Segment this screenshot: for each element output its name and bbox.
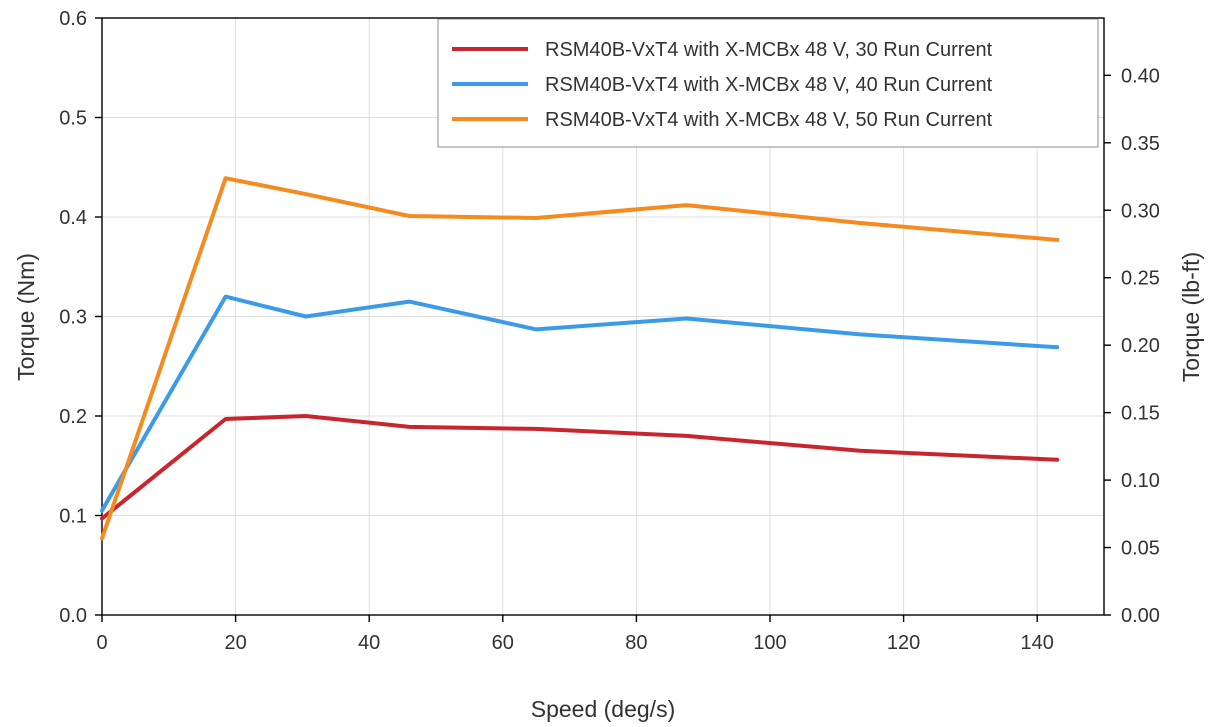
- x-tick-label: 20: [224, 632, 246, 654]
- y2-tick-label: 0.15: [1121, 403, 1160, 425]
- y-tick-label: 0.0: [59, 605, 87, 627]
- x-tick-label: 80: [625, 632, 647, 654]
- x-tick-label: 60: [492, 632, 514, 654]
- x-tick-label: 40: [358, 632, 380, 654]
- y2-tick-label: 0.40: [1121, 65, 1160, 87]
- y2-tick-label: 0.20: [1121, 335, 1160, 357]
- x-tick-label: 0: [96, 632, 107, 654]
- y-tick-label: 0.4: [59, 207, 87, 229]
- legend: RSM40B-VxT4 with X-MCBx 48 V, 30 Run Cur…: [437, 18, 1099, 148]
- y2-tick-label: 0.00: [1121, 605, 1160, 627]
- y2-tick-label: 0.35: [1121, 133, 1160, 155]
- y-tick-label: 0.3: [59, 307, 87, 329]
- y-tick-label: 0.2: [59, 406, 87, 428]
- y2-tick-label: 0.10: [1121, 470, 1160, 492]
- y-axis-ticks: 0.0 0.1 0.2 0.3 0.4 0.5 0.6: [59, 8, 102, 627]
- legend-label-3: RSM40B-VxT4 with X-MCBx 48 V, 50 Run Cur…: [545, 109, 993, 131]
- series-lines: [100, 176, 1060, 541]
- x-tick-label: 100: [753, 632, 786, 654]
- x-axis-label: Speed (deg/s): [531, 696, 675, 722]
- legend-box: [437, 18, 1099, 148]
- series-line-3: [100, 176, 1060, 541]
- y2-axis-ticks: 0.00 0.05 0.10 0.15 0.20 0.25 0.30 0.35 0.40: [1104, 65, 1160, 627]
- legend-label-1: RSM40B-VxT4 with X-MCBx 48 V, 30 Run Cur…: [545, 39, 993, 61]
- series-line-1: [100, 414, 1060, 521]
- y2-tick-label: 0.05: [1121, 538, 1160, 560]
- y-tick-label: 0.1: [59, 506, 87, 528]
- y2-tick-label: 0.30: [1121, 200, 1160, 222]
- y2-tick-label: 0.25: [1121, 268, 1160, 290]
- y-axis-label: Torque (Nm): [13, 253, 39, 381]
- legend-label-2: RSM40B-VxT4 with X-MCBx 48 V, 40 Run Cur…: [545, 74, 993, 96]
- y2-axis-label: Torque (lb-ft): [1178, 252, 1204, 382]
- x-tick-label: 140: [1021, 632, 1054, 654]
- y-tick-label: 0.6: [59, 8, 87, 30]
- x-axis-ticks: 0 20 40 60 80 100 120 140: [96, 615, 1054, 654]
- x-tick-label: 120: [887, 632, 920, 654]
- y-tick-label: 0.5: [59, 108, 87, 130]
- series-line-2: [100, 294, 1060, 513]
